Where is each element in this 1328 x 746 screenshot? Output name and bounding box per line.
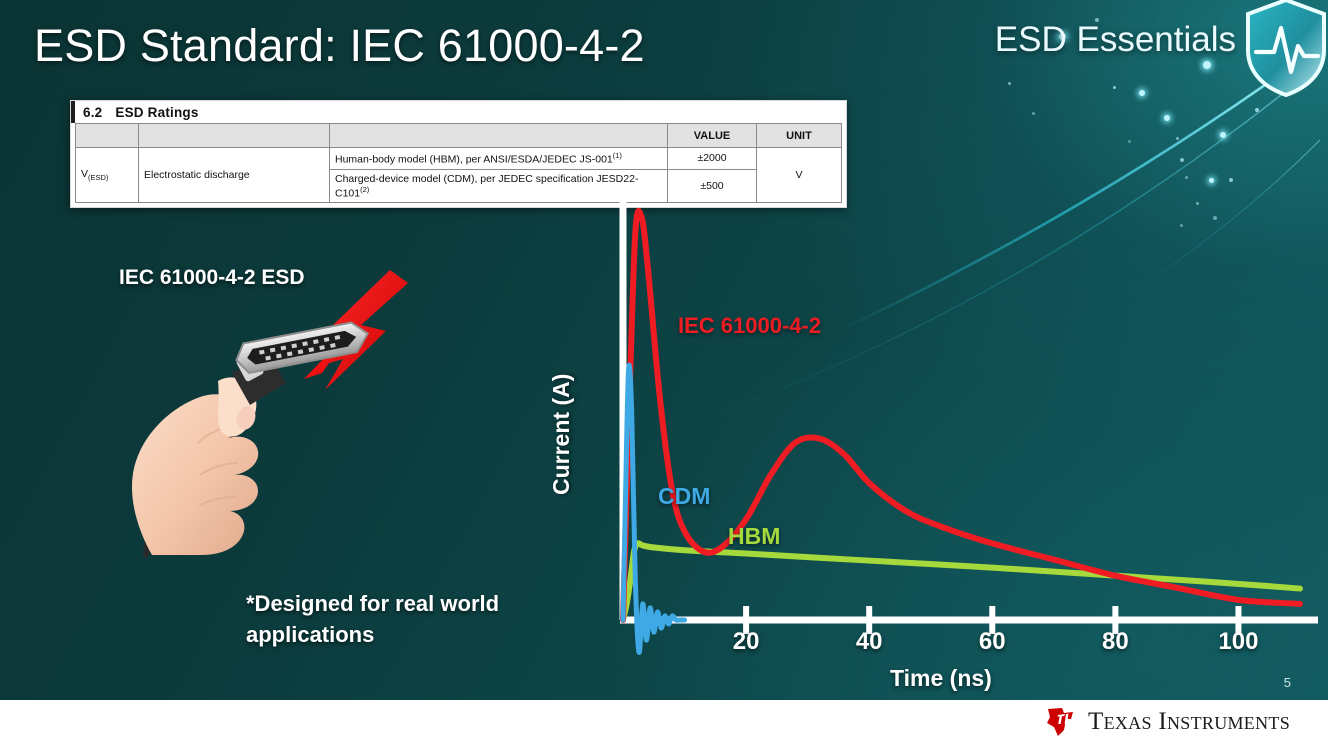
hand-holding-hdmi-connector: [131, 270, 408, 558]
particle-dot: [1008, 82, 1011, 85]
x-tick-label: 60: [978, 628, 1006, 655]
table-row: Charged-device model (CDM), per JEDEC sp…: [76, 168, 842, 203]
cell-value-cdm: ±500: [667, 168, 757, 203]
particle-dot: [1032, 112, 1035, 115]
cell-symbol: V(ESD): [75, 147, 139, 203]
header-unit: UNIT: [756, 123, 842, 148]
ti-texas-initial: T: [1087, 708, 1104, 735]
shield-pulse-icon: [1246, 0, 1326, 98]
cell-value-hbm: ±2000: [667, 147, 757, 170]
particle-dot: [1164, 115, 1170, 121]
symbol-base: V: [81, 167, 89, 180]
esd-ratings-table: 6.2 ESD Ratings VALUE UNIT V(ESD) Electro…: [70, 100, 847, 208]
desc-text-cdm: Charged-device model (CDM), per JEDEC sp…: [335, 172, 639, 200]
ti-texas-rest: EXAS: [1103, 713, 1152, 733]
particle-dot: [1128, 140, 1131, 143]
chart-plot-area: [619, 197, 1318, 655]
series-label-cdm: CDM: [658, 483, 711, 509]
particle-dot: [1203, 61, 1211, 69]
esd-waveform-chart: Current (A) Time (ns) IEC 61000-4-2 CDM …: [548, 195, 1320, 695]
x-tick-label: 20: [732, 628, 760, 655]
desc-text-hbm: Human-body model (HBM), per ANSI/ESDA/JE…: [335, 153, 613, 166]
particle-dot: [1113, 86, 1116, 89]
series-label-hbm: HBM: [728, 523, 781, 549]
header-description: [329, 123, 668, 148]
particle-dot: [1176, 137, 1179, 140]
particle-dot: [1255, 108, 1259, 112]
page-number: 5: [1283, 675, 1291, 690]
cell-parameter: Electrostatic discharge: [138, 147, 330, 203]
cell-unit: V: [756, 147, 842, 203]
ti-instruments-initial: I: [1158, 708, 1167, 735]
spec-section-number: 6.2: [83, 105, 103, 120]
ti-instruments-rest: NSTRUMENTS: [1166, 713, 1290, 733]
cell-description-hbm: Human-body model (HBM), per ANSI/ESDA/JE…: [329, 147, 668, 170]
particle-dot: [1220, 132, 1226, 138]
illustration-note: *Designed for real world applications: [246, 591, 500, 647]
illustration-label: IEC 61000-4-2 ESD: [119, 266, 305, 289]
series-label-iec: IEC 61000-4-2: [678, 313, 822, 338]
texas-instruments-logo: TEXAS INSTRUMENTS: [1043, 706, 1290, 738]
footnote-2: (2): [360, 184, 370, 194]
header-parameter: [138, 123, 330, 148]
x-tick-label: 80: [1102, 628, 1129, 655]
spec-table-title: 6.2 ESD Ratings: [71, 101, 846, 123]
cell-description-cdm: Charged-device model (CDM), per JEDEC sp…: [329, 168, 668, 203]
x-tick-label: 40: [855, 628, 883, 655]
table-row: V(ESD) Electrostatic discharge Human-bod…: [75, 147, 842, 203]
particle-dot: [1229, 178, 1233, 182]
chart-x-axis-label: Time (ns): [890, 665, 992, 691]
page-title: ESD Standard: IEC 61000-4-2: [34, 20, 645, 71]
slide-footer: TEXAS INSTRUMENTS: [0, 700, 1328, 746]
particle-dot: [1139, 90, 1145, 96]
hand-shape: [131, 377, 259, 555]
x-tick-label: 100: [1218, 628, 1259, 655]
particle-dot: [1180, 158, 1184, 162]
table-header-row: VALUE UNIT: [75, 123, 842, 148]
spec-section-title: ESD Ratings: [115, 105, 199, 120]
header-value: VALUE: [667, 123, 757, 148]
hdmi-connector: [235, 321, 370, 375]
spec-table-grid: VALUE UNIT V(ESD) Electrostatic discharg…: [75, 123, 842, 203]
brand-label: ESD Essentials: [994, 20, 1236, 59]
header-symbol: [75, 123, 139, 148]
particle-dot: [1209, 178, 1214, 183]
symbol-subscript: (ESD): [88, 173, 109, 183]
ti-wordmark: TEXAS INSTRUMENTS: [1088, 708, 1290, 736]
footnote-1: (1): [612, 151, 622, 160]
ti-texas-shape-icon: [1046, 708, 1073, 736]
particle-dot: [1185, 176, 1188, 179]
chart-y-axis-label: Current (A): [548, 373, 574, 495]
